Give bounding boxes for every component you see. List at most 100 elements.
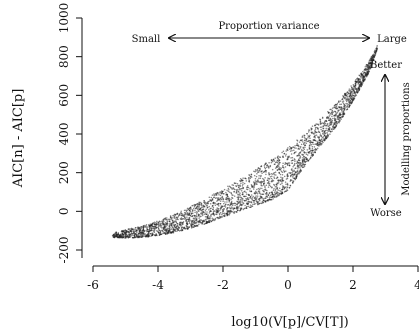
data-point xyxy=(240,188,242,190)
data-point xyxy=(137,233,140,236)
data-point xyxy=(176,223,179,225)
data-point xyxy=(318,145,320,147)
data-point xyxy=(299,147,302,149)
data-point xyxy=(186,214,188,216)
data-point xyxy=(187,214,189,217)
data-point xyxy=(256,173,258,175)
data-point xyxy=(273,171,276,174)
data-point xyxy=(186,209,188,212)
data-point xyxy=(280,167,282,169)
data-point xyxy=(223,205,225,207)
data-point xyxy=(271,175,273,178)
data-point xyxy=(257,170,259,172)
data-point xyxy=(315,123,317,125)
data-point xyxy=(148,227,151,230)
data-point xyxy=(234,182,236,185)
data-point xyxy=(349,97,351,99)
data-point xyxy=(223,212,226,214)
data-point xyxy=(288,187,291,189)
data-point xyxy=(223,202,225,205)
data-point xyxy=(311,147,314,150)
data-point xyxy=(344,107,346,109)
data-point xyxy=(198,221,200,223)
data-point xyxy=(176,230,178,232)
data-point xyxy=(134,228,136,231)
data-point xyxy=(335,114,337,117)
data-point xyxy=(350,97,352,99)
data-point xyxy=(196,216,198,218)
data-point xyxy=(228,191,231,193)
data-point xyxy=(309,134,311,137)
data-point xyxy=(360,82,362,84)
data-point xyxy=(134,230,136,232)
data-point xyxy=(294,167,296,170)
data-point xyxy=(232,208,235,211)
data-point xyxy=(191,215,194,217)
data-point xyxy=(256,168,259,171)
data-point xyxy=(212,208,214,211)
data-point xyxy=(181,226,184,229)
data-point xyxy=(293,149,295,151)
data-point xyxy=(291,168,293,170)
data-point xyxy=(137,226,139,228)
data-point xyxy=(186,221,188,223)
data-point xyxy=(376,47,378,50)
data-point xyxy=(226,211,228,213)
data-point xyxy=(267,186,270,188)
data-point xyxy=(213,193,215,195)
data-point xyxy=(211,197,214,200)
data-point xyxy=(220,193,223,195)
data-point xyxy=(297,161,299,163)
data-point xyxy=(272,159,275,161)
data-point xyxy=(215,211,218,214)
data-point xyxy=(314,139,316,142)
data-point xyxy=(271,191,273,193)
data-point xyxy=(268,162,270,164)
data-point xyxy=(321,140,323,143)
data-point xyxy=(250,197,252,199)
data-point xyxy=(196,205,199,208)
data-point xyxy=(275,177,278,180)
data-point xyxy=(269,185,272,188)
data-point xyxy=(139,234,142,236)
data-point xyxy=(241,199,244,201)
data-point xyxy=(240,198,242,201)
data-point xyxy=(329,122,331,125)
data-point xyxy=(177,226,179,228)
data-point xyxy=(216,203,218,206)
data-point xyxy=(342,114,345,116)
data-point xyxy=(294,160,296,162)
data-point xyxy=(217,198,220,201)
data-point xyxy=(332,124,335,126)
data-point xyxy=(166,220,169,222)
data-point xyxy=(132,234,134,236)
data-point xyxy=(232,207,234,209)
data-point xyxy=(335,112,338,114)
data-point xyxy=(208,217,210,220)
data-point xyxy=(249,188,251,190)
data-point xyxy=(224,204,227,206)
data-point xyxy=(365,69,368,71)
data-point xyxy=(187,220,190,223)
data-point xyxy=(187,219,190,221)
data-point xyxy=(222,198,225,201)
data-point xyxy=(236,192,238,194)
data-point xyxy=(332,117,334,120)
data-point xyxy=(304,161,307,164)
data-point xyxy=(158,220,161,222)
data-point xyxy=(341,111,343,113)
data-point xyxy=(112,234,114,237)
data-point xyxy=(221,213,223,216)
data-point xyxy=(195,225,197,228)
data-point xyxy=(293,152,295,155)
data-point xyxy=(328,119,331,122)
data-point xyxy=(292,146,294,148)
data-point xyxy=(262,198,264,200)
data-point xyxy=(283,152,286,155)
data-point xyxy=(219,208,222,211)
data-point xyxy=(152,225,154,228)
data-point xyxy=(210,214,212,216)
data-point xyxy=(368,59,371,62)
data-point xyxy=(206,202,208,204)
data-point xyxy=(168,231,170,233)
